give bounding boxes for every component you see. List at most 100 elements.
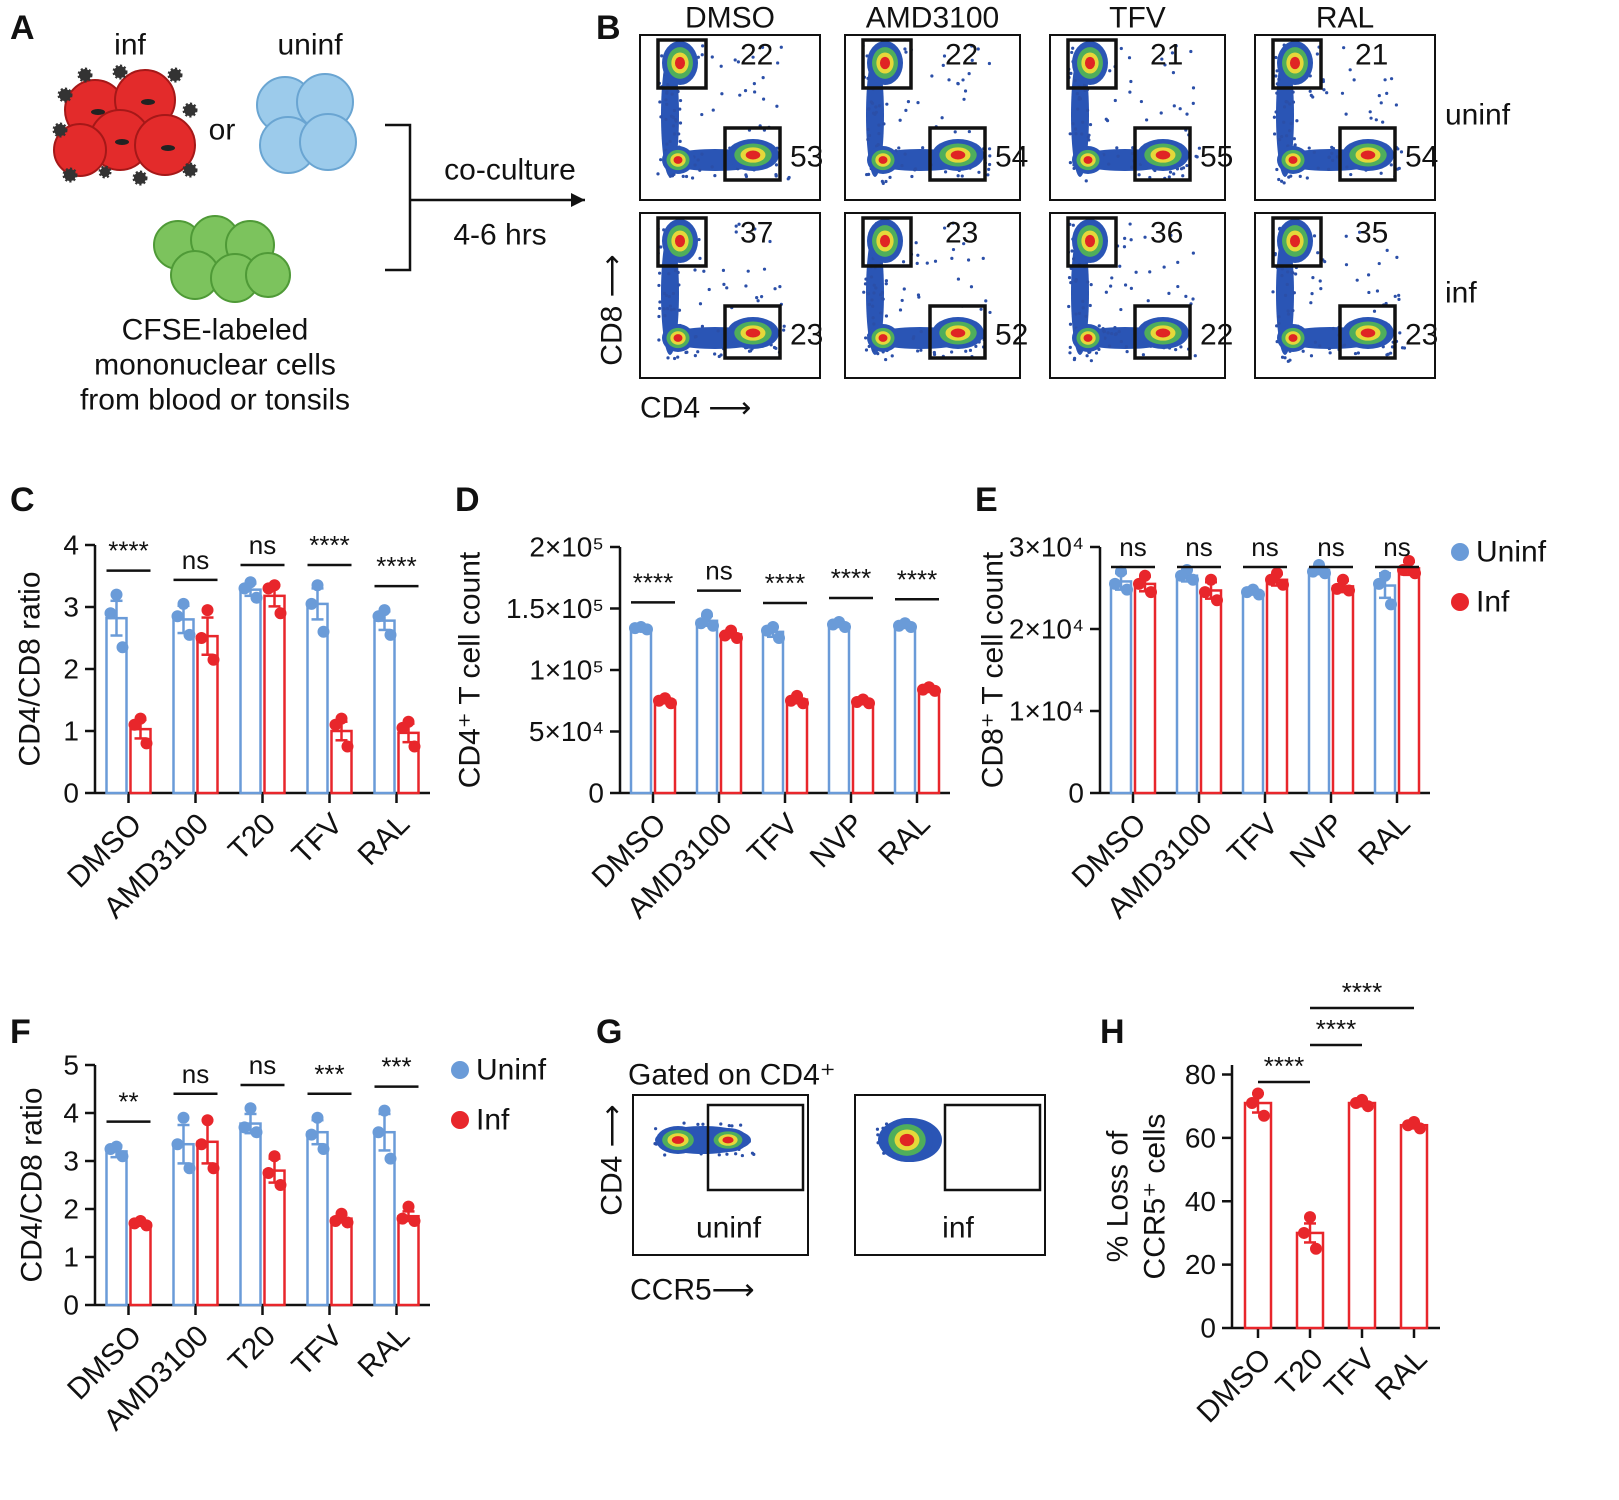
event xyxy=(761,97,766,101)
event xyxy=(1271,290,1275,294)
event xyxy=(1084,179,1088,183)
event xyxy=(1097,324,1101,328)
event xyxy=(1163,63,1167,67)
bar xyxy=(827,623,851,795)
event xyxy=(1167,175,1171,179)
caption: from blood or tonsils xyxy=(80,384,350,417)
event xyxy=(1322,88,1326,92)
event xyxy=(772,345,777,350)
bar xyxy=(761,630,785,795)
event xyxy=(761,76,765,80)
event xyxy=(1274,55,1278,60)
event xyxy=(961,78,965,82)
data-point xyxy=(250,591,263,604)
data-point xyxy=(785,694,797,707)
data-point xyxy=(372,1126,385,1139)
gate xyxy=(943,1103,1042,1192)
event xyxy=(668,304,672,308)
event xyxy=(880,291,884,295)
event xyxy=(668,139,672,144)
event xyxy=(778,285,782,289)
event xyxy=(974,344,978,348)
event xyxy=(701,44,705,48)
event xyxy=(1280,179,1284,183)
event xyxy=(694,335,698,339)
data-point xyxy=(104,607,117,620)
event xyxy=(667,294,671,299)
event xyxy=(1275,167,1279,172)
event xyxy=(951,221,955,225)
density xyxy=(1155,150,1171,160)
y-tick-label: 2×10⁴ xyxy=(1009,614,1084,645)
gate-value: 53 xyxy=(790,141,823,174)
event xyxy=(1286,270,1290,274)
event xyxy=(1399,150,1404,154)
event xyxy=(1176,260,1180,265)
density xyxy=(1083,156,1093,164)
event xyxy=(1073,79,1077,83)
y-axis-label: CD4/CD8 ratio xyxy=(14,571,47,766)
event xyxy=(678,121,683,125)
event xyxy=(782,324,786,328)
bar xyxy=(397,1214,420,1307)
x-tick-label: T20 xyxy=(1270,1342,1330,1402)
event xyxy=(968,348,973,352)
event xyxy=(753,227,757,231)
event xyxy=(1280,355,1285,359)
panel-a-art xyxy=(52,64,585,303)
event xyxy=(940,116,944,120)
density xyxy=(661,231,679,355)
event xyxy=(1139,99,1144,104)
event xyxy=(1301,349,1305,353)
significance-label: ns xyxy=(1251,532,1278,562)
event xyxy=(1102,329,1106,334)
event xyxy=(876,352,880,356)
event xyxy=(776,61,780,65)
event xyxy=(984,299,988,303)
event xyxy=(698,302,703,306)
event xyxy=(942,226,947,230)
data-point xyxy=(274,1179,287,1191)
event xyxy=(672,132,677,136)
event xyxy=(1179,345,1183,349)
event xyxy=(1307,146,1311,150)
event xyxy=(981,256,985,260)
data-point xyxy=(262,1167,275,1179)
event xyxy=(864,277,868,281)
event xyxy=(1310,292,1314,296)
event xyxy=(966,258,971,262)
y-tick-label: 4 xyxy=(63,530,79,561)
event xyxy=(734,230,738,234)
event xyxy=(664,293,669,297)
density xyxy=(745,150,761,160)
event xyxy=(1087,133,1091,137)
panel-label: B xyxy=(596,9,621,47)
event xyxy=(970,58,974,63)
plot-label: inf xyxy=(942,1212,974,1245)
event xyxy=(665,102,669,106)
event xyxy=(700,53,704,57)
gate xyxy=(1271,216,1323,268)
event xyxy=(1275,82,1279,86)
event xyxy=(1293,143,1297,147)
event xyxy=(1189,49,1193,54)
legend-label: Uninf xyxy=(1476,536,1547,569)
event xyxy=(1292,137,1296,141)
significance-label: **** xyxy=(831,563,871,593)
x-tick-label: T20 xyxy=(222,1319,282,1379)
y-axis-label: CCR5⁺ cells xyxy=(1139,1114,1172,1280)
event xyxy=(1277,315,1281,319)
event xyxy=(1289,121,1293,126)
event xyxy=(1119,339,1123,344)
event xyxy=(880,296,884,300)
data-point xyxy=(372,610,385,623)
data-point xyxy=(1252,1087,1264,1100)
event xyxy=(1349,172,1353,177)
event xyxy=(986,173,990,177)
data-point xyxy=(177,597,190,610)
panel-label: A xyxy=(10,9,35,47)
bar xyxy=(785,698,809,795)
gate-value: 54 xyxy=(1405,141,1438,174)
data-point xyxy=(1241,586,1253,599)
y-tick-label: 0 xyxy=(63,1290,79,1321)
